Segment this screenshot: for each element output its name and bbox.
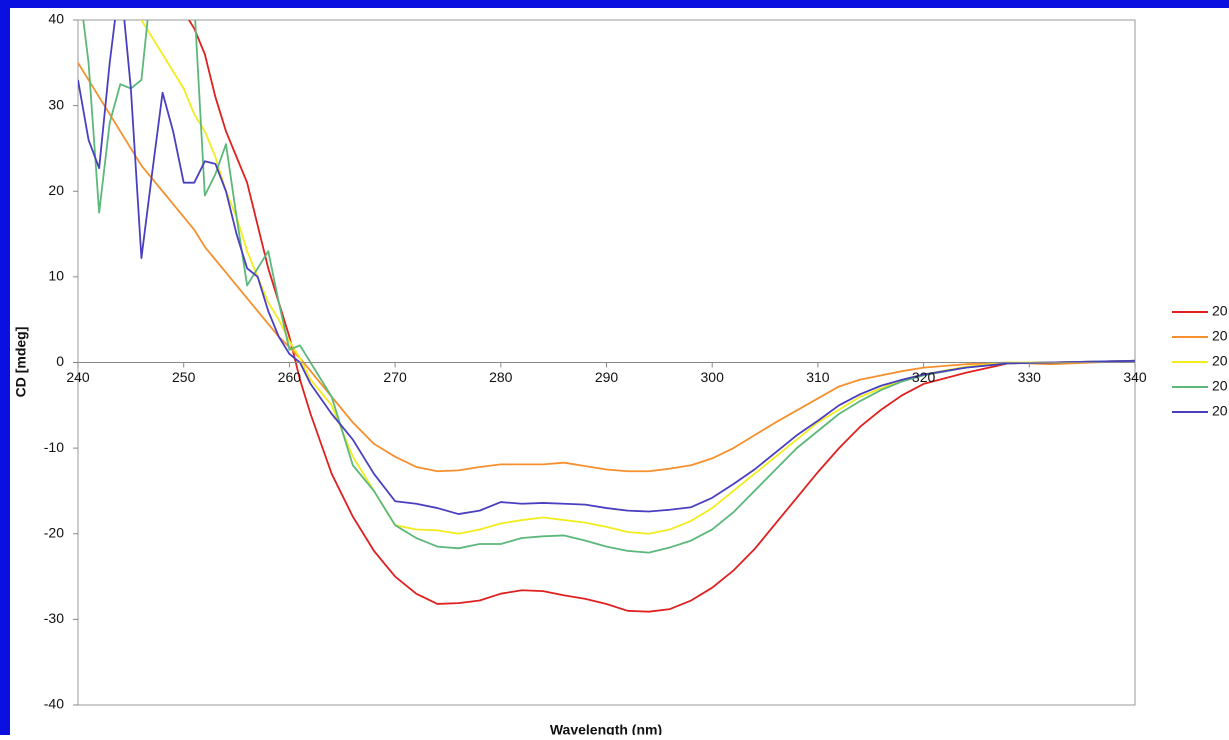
series-line [78,20,1135,515]
legend-label: 20 [1212,328,1228,344]
y-tick-label: 40 [48,11,64,27]
x-tick-label: 320 [912,369,936,385]
series-line [187,20,1135,613]
frame-left [0,0,10,735]
frame-top [0,0,1229,8]
x-tick-label: 300 [701,369,725,385]
legend-label: 20 [1212,353,1228,369]
y-axis-label: CD [mdeg] [13,327,29,398]
y-tick-label: -30 [44,610,64,626]
y-tick-label: 20 [48,182,64,198]
x-tick-label: 330 [1018,369,1042,385]
y-tick-label: -20 [44,524,64,540]
x-tick-label: 270 [383,369,407,385]
legend-label: 20 [1212,403,1228,419]
x-tick-label: 310 [806,369,830,385]
x-tick-label: 340 [1123,369,1147,385]
x-tick-label: 240 [66,369,90,385]
x-tick-label: 280 [489,369,513,385]
y-tick-label: -40 [44,696,64,712]
x-tick-label: 290 [595,369,619,385]
legend-label: 20 [1212,303,1228,319]
y-tick-label: -10 [44,439,64,455]
x-axis-label: Wavelength (nm) [550,722,662,735]
y-tick-label: 10 [48,268,64,284]
x-tick-label: 260 [278,369,302,385]
y-tick-label: 30 [48,96,64,112]
legend-label: 20 [1212,378,1228,394]
plot-lines [78,20,1135,613]
series-line [78,62,1135,473]
x-tick-label: 250 [172,369,196,385]
series-line [82,20,1135,554]
series-line [139,20,1135,535]
y-tick-label: 0 [56,353,64,369]
